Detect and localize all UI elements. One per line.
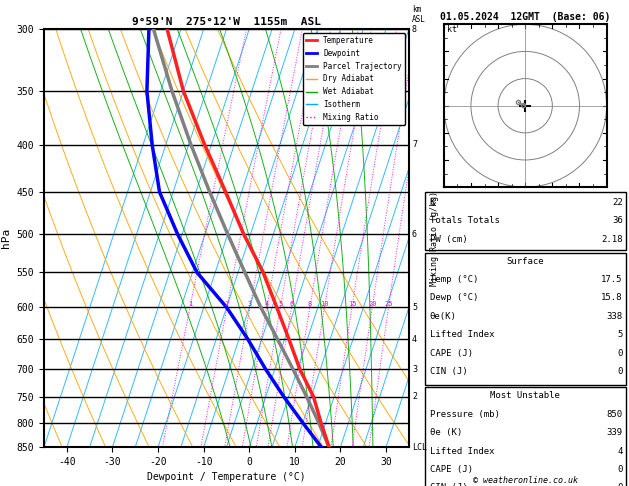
Text: 2: 2 bbox=[412, 392, 417, 401]
Text: 6: 6 bbox=[289, 301, 294, 307]
Text: PW (cm): PW (cm) bbox=[430, 235, 467, 243]
Text: Pressure (mb): Pressure (mb) bbox=[430, 410, 499, 418]
Y-axis label: hPa: hPa bbox=[1, 228, 11, 248]
Text: 10: 10 bbox=[320, 301, 329, 307]
Text: 15: 15 bbox=[348, 301, 356, 307]
Text: LCL: LCL bbox=[412, 443, 427, 451]
Text: Mixing Ratio (g/kg): Mixing Ratio (g/kg) bbox=[430, 191, 438, 286]
Text: CAPE (J): CAPE (J) bbox=[430, 349, 472, 358]
Text: 2.18: 2.18 bbox=[601, 235, 623, 243]
Text: Lifted Index: Lifted Index bbox=[430, 330, 494, 339]
Text: 8: 8 bbox=[308, 301, 312, 307]
Text: 17.5: 17.5 bbox=[601, 275, 623, 284]
Text: CAPE (J): CAPE (J) bbox=[430, 465, 472, 474]
Text: 36: 36 bbox=[612, 216, 623, 225]
Text: 8: 8 bbox=[412, 25, 417, 34]
Legend: Temperature, Dewpoint, Parcel Trajectory, Dry Adiabat, Wet Adiabat, Isotherm, Mi: Temperature, Dewpoint, Parcel Trajectory… bbox=[303, 33, 405, 125]
Text: 20: 20 bbox=[368, 301, 377, 307]
Text: 15.8: 15.8 bbox=[601, 294, 623, 302]
Title: 9°59'N  275°12'W  1155m  ASL: 9°59'N 275°12'W 1155m ASL bbox=[132, 17, 321, 27]
Text: km
ASL: km ASL bbox=[412, 5, 426, 24]
Text: 339: 339 bbox=[606, 428, 623, 437]
Text: Lifted Index: Lifted Index bbox=[430, 447, 494, 455]
Text: 5: 5 bbox=[278, 301, 282, 307]
Text: 850: 850 bbox=[606, 410, 623, 418]
Text: Surface: Surface bbox=[506, 257, 544, 265]
Text: 0: 0 bbox=[617, 367, 623, 376]
Text: kt: kt bbox=[447, 25, 457, 35]
Text: 0: 0 bbox=[617, 349, 623, 358]
Text: 4: 4 bbox=[265, 301, 269, 307]
Text: Temp (°C): Temp (°C) bbox=[430, 275, 478, 284]
Text: 4: 4 bbox=[412, 335, 417, 344]
Text: 5: 5 bbox=[617, 330, 623, 339]
Text: Most Unstable: Most Unstable bbox=[490, 391, 560, 400]
Text: 6: 6 bbox=[412, 230, 417, 239]
Text: 0: 0 bbox=[617, 465, 623, 474]
Text: CIN (J): CIN (J) bbox=[430, 484, 467, 486]
Text: Totals Totals: Totals Totals bbox=[430, 216, 499, 225]
Text: Dewp (°C): Dewp (°C) bbox=[430, 294, 478, 302]
Text: 22: 22 bbox=[612, 198, 623, 207]
Text: θe(K): θe(K) bbox=[430, 312, 457, 321]
Text: θe (K): θe (K) bbox=[430, 428, 462, 437]
Text: 3: 3 bbox=[412, 364, 417, 374]
Text: 01.05.2024  12GMT  (Base: 06): 01.05.2024 12GMT (Base: 06) bbox=[440, 12, 610, 22]
Text: © weatheronline.co.uk: © weatheronline.co.uk bbox=[473, 476, 577, 485]
Text: 5: 5 bbox=[412, 303, 417, 312]
Text: 2: 2 bbox=[225, 301, 229, 307]
Text: 3: 3 bbox=[248, 301, 252, 307]
Text: 25: 25 bbox=[384, 301, 392, 307]
X-axis label: Dewpoint / Temperature (°C): Dewpoint / Temperature (°C) bbox=[147, 472, 306, 483]
Text: 4: 4 bbox=[617, 447, 623, 455]
Text: CIN (J): CIN (J) bbox=[430, 367, 467, 376]
Text: 338: 338 bbox=[606, 312, 623, 321]
Text: 0: 0 bbox=[617, 484, 623, 486]
Text: 7: 7 bbox=[412, 140, 417, 149]
Text: K: K bbox=[430, 198, 435, 207]
Text: 1: 1 bbox=[188, 301, 192, 307]
